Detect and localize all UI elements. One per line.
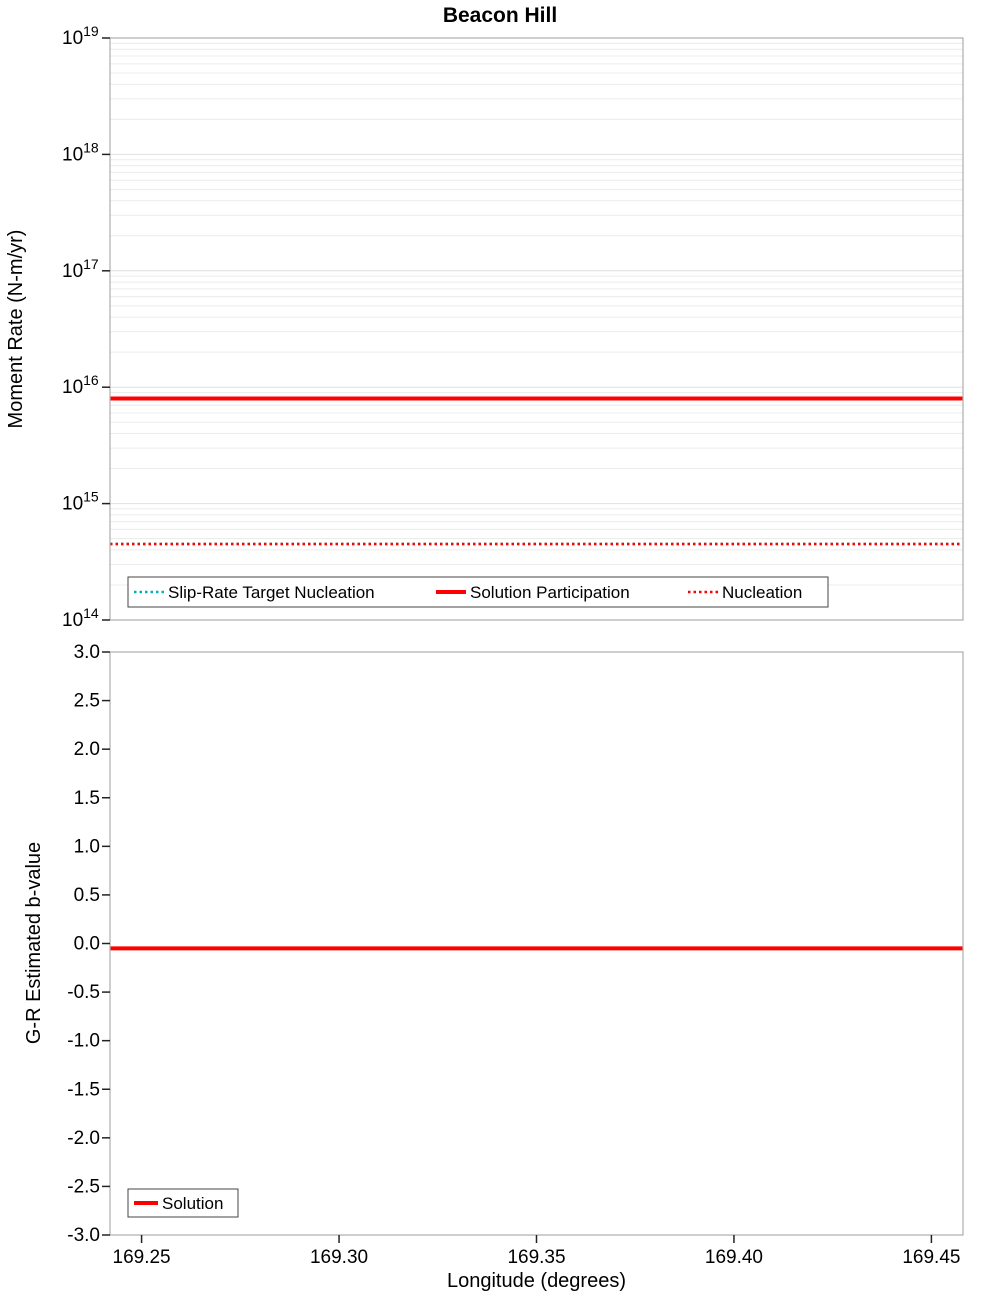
legend-label-nucleation: Nucleation	[722, 583, 802, 602]
y-tick-label: 1.0	[74, 836, 100, 857]
y-tick-label: -1.5	[67, 1079, 100, 1100]
x-tick-label: 169.30	[310, 1247, 368, 1268]
y-tick-label: 1018	[62, 139, 99, 165]
y-tick-label: 3.0	[74, 642, 100, 663]
y-tick-label: 0.0	[74, 934, 100, 955]
y-tick-label: 1016	[62, 372, 99, 398]
y-tick-label: -3.0	[67, 1225, 100, 1246]
plot-background	[110, 652, 963, 1235]
x-tick-label: 169.35	[507, 1247, 565, 1268]
y-tick-label: -1.0	[67, 1031, 100, 1052]
y-tick-label: 1017	[62, 256, 99, 282]
legend-moment-rate: Slip-Rate Target Nucleation Solution Part…	[127, 576, 829, 608]
plots-group: 1019 1018 1017 1016 1015 1014 Slip-Rate Target…	[62, 23, 964, 1268]
y-tick-label: -2.0	[67, 1128, 100, 1149]
y-tick-label: -2.5	[67, 1176, 100, 1197]
y-tick-label: 2.5	[74, 691, 100, 712]
y-axis-label-moment-rate: Moment Rate (N-m/yr)	[5, 230, 27, 429]
chart-title: Beacon Hill	[442, 4, 558, 27]
legend-label-slip-rate-target-nucleation: Slip-Rate Target Nucleation	[168, 583, 375, 602]
x-tick-label: 169.40	[705, 1247, 763, 1268]
plot-border	[109, 37, 964, 621]
y-tick-label: 1014	[62, 605, 99, 631]
y-tick-label: 1015	[62, 489, 99, 515]
y-tick-label: 0.5	[74, 885, 100, 906]
moment-rate-plot: 1019 1018 1017 1016 1015 1014 Slip-Rate Target…	[62, 23, 964, 631]
plot-background	[110, 38, 963, 620]
x-axis-label: Longitude (degrees)	[446, 1270, 626, 1292]
legend-label-solution-participation: Solution Participation	[470, 583, 630, 602]
x-tick-label: 169.25	[113, 1247, 171, 1268]
y-tick-label: 2.0	[74, 739, 100, 760]
legend-b-value: Solution	[127, 1188, 239, 1218]
x-tick-label: 169.45	[902, 1247, 960, 1268]
y-tick-label: 1019	[62, 23, 99, 49]
y-tick-label: -0.5	[67, 982, 100, 1003]
b-value-plot: 3.0 2.5 2.0 1.5 1.0 0.5 0.0 -0.5 -1.0 -1.5 -2.0 -2.…	[67, 642, 964, 1268]
y-tick-label: 1.5	[74, 788, 100, 809]
y-axis-label-b-value: G-R Estimated b-value	[23, 842, 45, 1044]
legend-label-solution: Solution	[162, 1194, 223, 1213]
